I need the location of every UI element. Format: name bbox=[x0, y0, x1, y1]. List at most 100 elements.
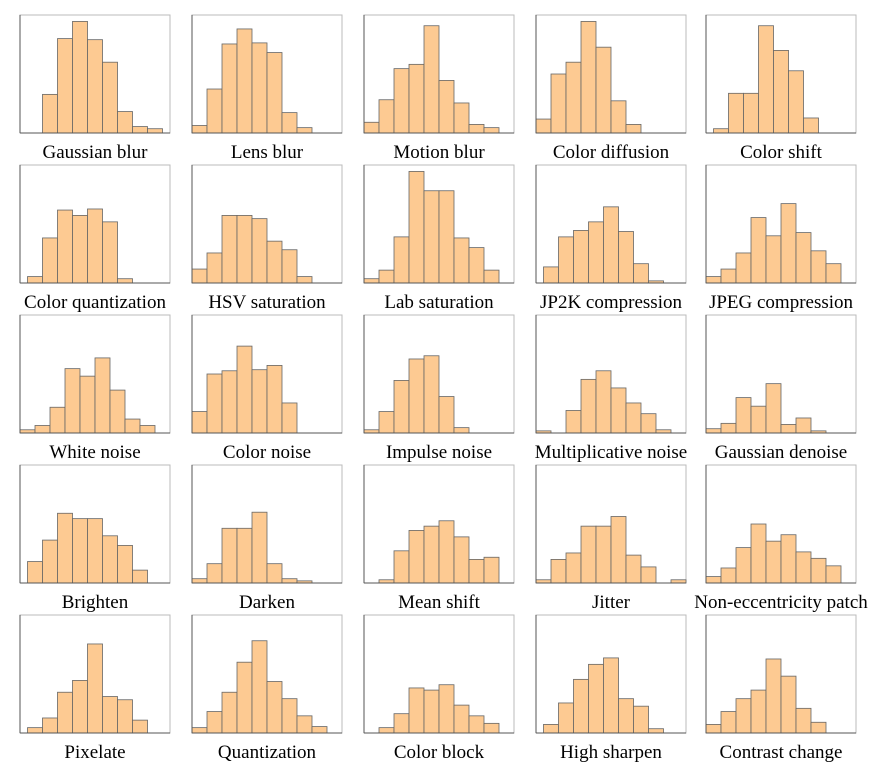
bar bbox=[610, 100, 627, 134]
bar bbox=[438, 520, 455, 584]
chart-title: Color shift bbox=[740, 142, 823, 163]
bar bbox=[543, 724, 559, 734]
bar bbox=[468, 559, 485, 584]
bar bbox=[773, 50, 789, 134]
bar bbox=[468, 247, 485, 284]
bar bbox=[640, 566, 657, 584]
bar bbox=[206, 563, 223, 584]
bar bbox=[780, 534, 797, 584]
bar bbox=[117, 278, 133, 284]
bar bbox=[720, 268, 737, 284]
bar bbox=[535, 118, 552, 134]
bar bbox=[705, 276, 722, 284]
bar bbox=[49, 406, 66, 434]
bar bbox=[206, 252, 223, 284]
chart-title: HSV saturation bbox=[208, 292, 326, 313]
bar bbox=[713, 128, 729, 134]
chart-title: Mean shift bbox=[398, 592, 481, 613]
bar bbox=[795, 417, 812, 434]
bar bbox=[728, 92, 744, 134]
bar bbox=[603, 657, 619, 734]
bar bbox=[483, 127, 500, 134]
bar bbox=[565, 552, 582, 584]
chart-title: JP2K compression bbox=[540, 292, 682, 313]
bar bbox=[266, 52, 283, 134]
bar bbox=[595, 46, 612, 134]
chart-title: White noise bbox=[49, 442, 140, 463]
bar bbox=[132, 719, 148, 734]
bar bbox=[266, 240, 283, 284]
bar bbox=[87, 643, 103, 734]
bar bbox=[251, 640, 268, 734]
bar bbox=[206, 711, 223, 734]
bar bbox=[236, 215, 253, 284]
bar bbox=[94, 357, 111, 434]
bar bbox=[378, 99, 395, 134]
bar bbox=[795, 707, 812, 734]
bar bbox=[206, 88, 223, 134]
bar bbox=[750, 217, 767, 284]
chart-title: High sharpen bbox=[560, 742, 662, 763]
bar bbox=[588, 663, 604, 734]
bar bbox=[408, 530, 425, 584]
bar bbox=[438, 80, 455, 134]
bar bbox=[221, 370, 238, 434]
bar bbox=[132, 569, 148, 584]
bar bbox=[550, 73, 567, 134]
chart-title: Color block bbox=[394, 742, 485, 763]
bar bbox=[363, 278, 380, 284]
bar bbox=[795, 232, 812, 284]
bar bbox=[705, 428, 722, 434]
bar bbox=[236, 345, 253, 434]
bar bbox=[72, 21, 88, 134]
bar bbox=[281, 112, 298, 134]
chart-title: Color quantization bbox=[24, 292, 166, 313]
chart-title: Jitter bbox=[592, 592, 631, 613]
bar bbox=[393, 713, 410, 734]
bar bbox=[705, 724, 722, 734]
bar bbox=[124, 418, 141, 434]
bar bbox=[423, 355, 440, 434]
chart-title: Contrast change bbox=[720, 742, 843, 763]
bar bbox=[720, 711, 737, 734]
bar bbox=[453, 536, 470, 584]
bar bbox=[453, 237, 470, 284]
bar bbox=[825, 263, 842, 284]
chart-title: Lens blur bbox=[231, 142, 304, 163]
bar bbox=[266, 563, 283, 584]
bar bbox=[102, 61, 118, 134]
bar bbox=[393, 550, 410, 584]
bar bbox=[132, 126, 148, 134]
bar bbox=[266, 365, 283, 434]
bar bbox=[610, 516, 627, 584]
bar bbox=[573, 230, 589, 284]
bar bbox=[79, 375, 96, 434]
bar bbox=[610, 387, 627, 434]
bar bbox=[735, 547, 752, 584]
bar bbox=[543, 266, 559, 284]
bar bbox=[266, 681, 283, 734]
bar bbox=[191, 727, 208, 734]
bar bbox=[423, 190, 440, 284]
bar bbox=[595, 370, 612, 434]
bar bbox=[236, 661, 253, 734]
bar bbox=[393, 68, 410, 134]
bar bbox=[743, 92, 759, 134]
bar bbox=[580, 21, 597, 134]
bar bbox=[72, 680, 88, 734]
bar bbox=[42, 237, 58, 284]
bar bbox=[221, 691, 238, 734]
bar bbox=[580, 378, 597, 434]
bar bbox=[633, 705, 649, 734]
bar bbox=[102, 221, 118, 284]
chart-title: Color diffusion bbox=[553, 142, 670, 163]
chart-title: Motion blur bbox=[393, 142, 485, 163]
bar bbox=[483, 269, 500, 284]
bar bbox=[191, 268, 208, 284]
chart-title: Multiplicative noise bbox=[535, 442, 688, 463]
bar bbox=[625, 554, 642, 584]
chart-title: Lab saturation bbox=[384, 292, 494, 313]
bar bbox=[468, 715, 485, 734]
bar bbox=[221, 43, 238, 134]
